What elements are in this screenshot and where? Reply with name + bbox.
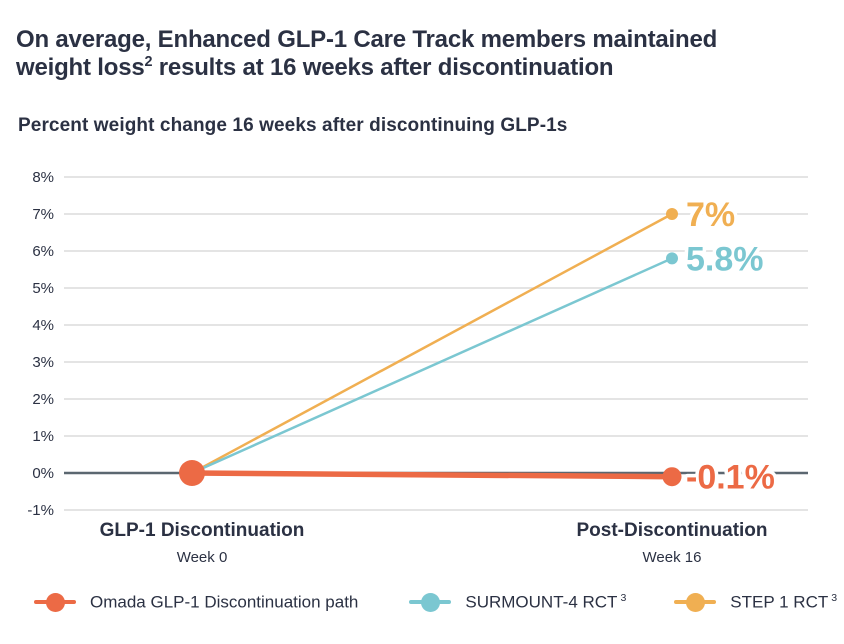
- page-title-line1: On average, Enhanced GLP-1 Care Track me…: [16, 26, 718, 53]
- x-tick-sublabel: Week 0: [177, 549, 228, 566]
- legend-label-text: Omada GLP-1 Discontinuation path: [90, 592, 359, 612]
- omada-series-marker-icon: [34, 592, 76, 612]
- series-value-label: 5.8%: [686, 240, 764, 278]
- legend-item-surmount4: SURMOUNT-4 RCT 3: [409, 592, 626, 613]
- series-end-dot: [666, 252, 678, 265]
- legend-label-omada: Omada GLP-1 Discontinuation path: [90, 592, 361, 613]
- legend-item-omada: Omada GLP-1 Discontinuation path: [34, 592, 361, 613]
- surmount4-series-marker-icon: [409, 592, 452, 612]
- legend-footnote-marker: 3: [831, 592, 838, 604]
- series-value-label: -0.1%: [686, 459, 775, 497]
- y-tick-label: 8%: [32, 169, 54, 186]
- legend-label-text: SURMOUNT-4 RCT: [465, 592, 618, 612]
- x-tick-sublabel: Week 16: [643, 549, 702, 566]
- series-line: [190, 257, 674, 475]
- page-title-line2: weight loss: [16, 54, 145, 81]
- y-tick-label: 7%: [32, 206, 54, 223]
- y-tick-label: 6%: [32, 243, 54, 260]
- series-line: [189, 470, 675, 480]
- page-title-line2-end: results at 16 weeks after discontinuatio…: [152, 54, 614, 81]
- step1-series-marker-icon: [674, 592, 717, 612]
- chart-area: 8% 7% 6% 5% 4% 3% 2% 1% 0% -1% GLP-1 Discontinuati…: [0, 160, 844, 580]
- page-title: On average, Enhanced GLP-1 Care Track me…: [16, 26, 717, 82]
- series-end-dot: [666, 208, 678, 220]
- y-tick-label: 3%: [32, 354, 54, 371]
- series-end-dot: [662, 467, 682, 487]
- y-tick-label: 2%: [32, 391, 54, 408]
- series-start-dot: [179, 460, 205, 486]
- title-footnote-marker: 2: [144, 54, 153, 70]
- chart-title: Percent weight change 16 weeks after dis…: [18, 115, 568, 136]
- x-tick-label: Post-Discontinuation: [576, 520, 767, 541]
- legend-label-surmount4: SURMOUNT-4 RCT 3: [465, 592, 626, 613]
- legend-label-text: STEP 1 RCT: [730, 592, 829, 612]
- chart-svg: 8% 7% 6% 5% 4% 3% 2% 1% 0% -1% GLP-1 Discontinuati…: [27, 169, 808, 566]
- y-tick-label: 5%: [32, 280, 54, 297]
- y-tick-label: -1%: [27, 502, 54, 519]
- legend-item-step1: STEP 1 RCT 3: [674, 592, 837, 613]
- series-line: [190, 212, 674, 475]
- y-tick-label: 0%: [32, 465, 54, 482]
- x-tick-label: GLP-1 Discontinuation: [100, 520, 305, 541]
- chart-legend: Omada GLP-1 Discontinuation path SURMOUN…: [34, 592, 837, 613]
- y-tick-label: 4%: [32, 317, 54, 334]
- y-tick-label: 1%: [32, 428, 54, 445]
- legend-label-step1: STEP 1 RCT 3: [730, 592, 837, 613]
- legend-footnote-marker: 3: [620, 592, 627, 604]
- series-value-label: 7%: [686, 196, 735, 234]
